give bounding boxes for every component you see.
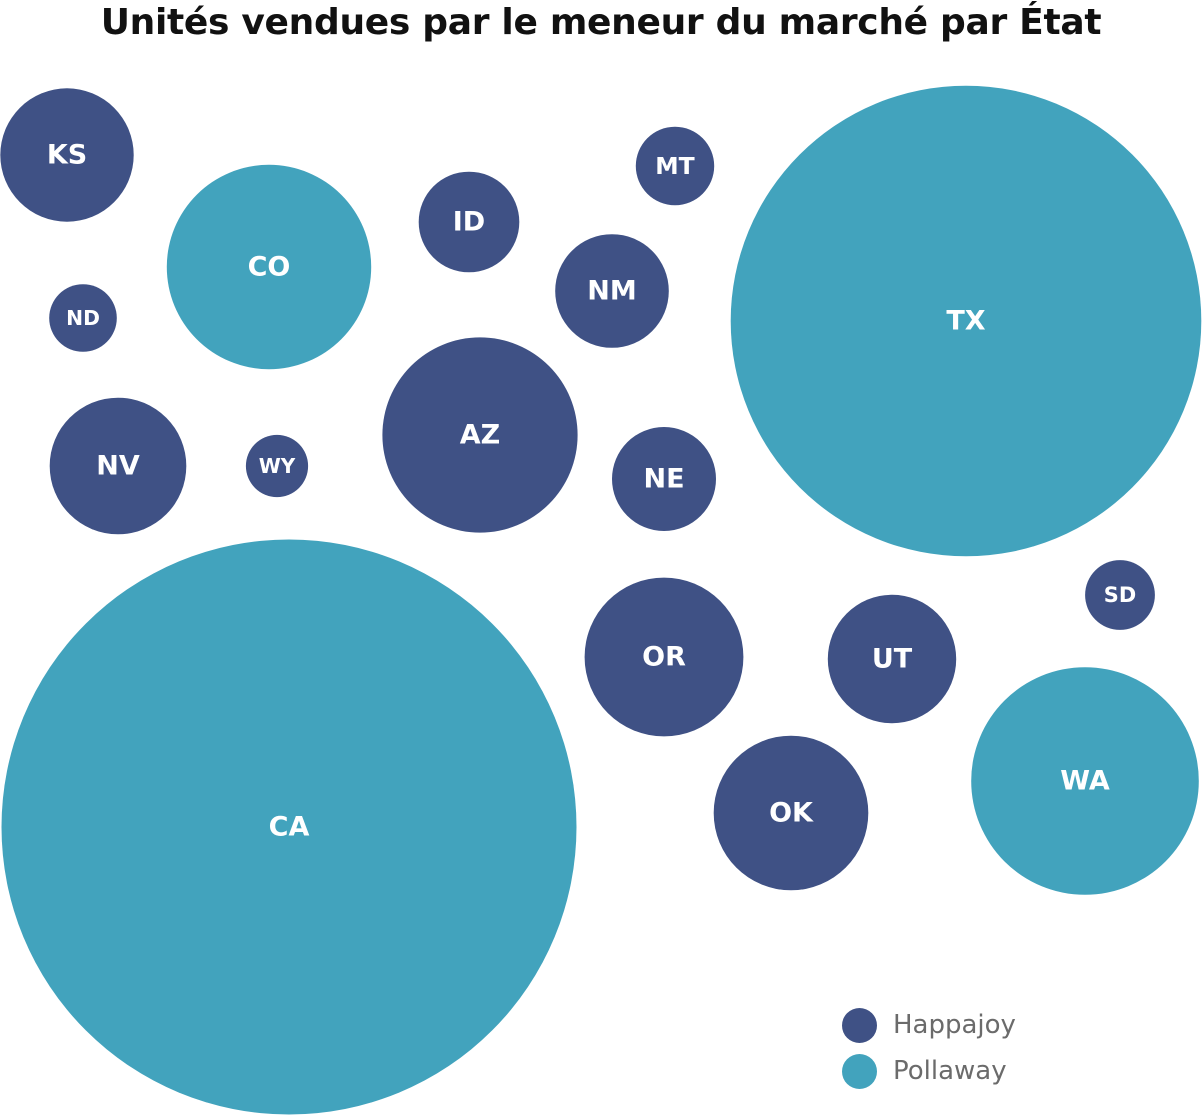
bubble-co: CO	[166, 164, 372, 370]
legend-item-happajoy: Happajoy	[842, 1002, 1016, 1048]
bubble-or: OR	[584, 577, 744, 737]
bubble-label-az: AZ	[460, 420, 500, 451]
bubble-circle-ut	[827, 594, 957, 724]
bubble-label-or: OR	[642, 642, 686, 673]
bubble-circle-tx	[730, 85, 1202, 557]
bubble-ut: UT	[827, 594, 957, 724]
bubble-nm: NM	[555, 234, 669, 348]
bubble-label-id: ID	[453, 207, 485, 238]
bubble-wa: WA	[971, 667, 1199, 895]
bubble-label-mt: MT	[655, 152, 694, 180]
bubble-label-wa: WA	[1060, 766, 1110, 797]
legend-item-pollaway: Pollaway	[842, 1048, 1016, 1094]
bubble-ks: KS	[0, 88, 134, 222]
bubble-ne: NE	[612, 427, 716, 531]
bubble-circle-az	[382, 337, 578, 533]
legend-label-happajoy: Happajoy	[893, 1010, 1016, 1040]
bubble-circle-wy	[245, 434, 309, 498]
bubble-az: AZ	[382, 337, 578, 533]
bubble-circle-mt	[635, 126, 715, 206]
bubble-ca: CA	[1, 539, 577, 1115]
bubble-circle-sd	[1085, 560, 1155, 630]
bubble-mt: MT	[635, 126, 715, 206]
bubble-label-ks: KS	[47, 140, 87, 171]
bubble-nd: ND	[49, 284, 117, 352]
bubble-label-nm: NM	[587, 276, 636, 307]
bubble-circle-ne	[612, 427, 716, 531]
bubble-circle-id	[418, 171, 520, 273]
bubble-label-nd: ND	[66, 306, 100, 330]
bubble-circle-ks	[0, 88, 134, 222]
bubble-wy: WY	[245, 434, 309, 498]
bubble-circle-co	[166, 164, 372, 370]
legend: Happajoy Pollaway	[842, 1002, 1016, 1094]
bubble-label-co: CO	[248, 252, 291, 283]
bubble-label-ca: CA	[269, 812, 310, 843]
bubble-nv: NV	[49, 397, 187, 535]
legend-swatch-happajoy	[842, 1007, 877, 1043]
bubble-circle-ca	[1, 539, 577, 1115]
bubble-label-ne: NE	[643, 464, 684, 495]
bubble-tx: TX	[730, 85, 1202, 557]
bubble-label-wy: WY	[259, 454, 296, 478]
bubble-label-ut: UT	[872, 644, 913, 675]
chart-title: Unités vendues par le meneur du marché p…	[100, 2, 1102, 43]
bubble-label-sd: SD	[1104, 583, 1136, 607]
bubble-id: ID	[418, 171, 520, 273]
legend-label-pollaway: Pollaway	[893, 1056, 1007, 1086]
bubble-sd: SD	[1085, 560, 1155, 630]
bubble-ok: OK	[713, 735, 869, 891]
bubble-label-nv: NV	[96, 451, 140, 482]
bubble-label-ok: OK	[769, 798, 814, 829]
bubble-circle-nd	[49, 284, 117, 352]
bubble-circle-nv	[49, 397, 187, 535]
legend-swatch-pollaway	[842, 1053, 877, 1089]
bubble-circle-wa	[971, 667, 1199, 895]
bubble-label-tx: TX	[946, 306, 985, 337]
bubble-circle-or	[584, 577, 744, 737]
bubble-circle-ok	[713, 735, 869, 891]
bubble-circle-nm	[555, 234, 669, 348]
